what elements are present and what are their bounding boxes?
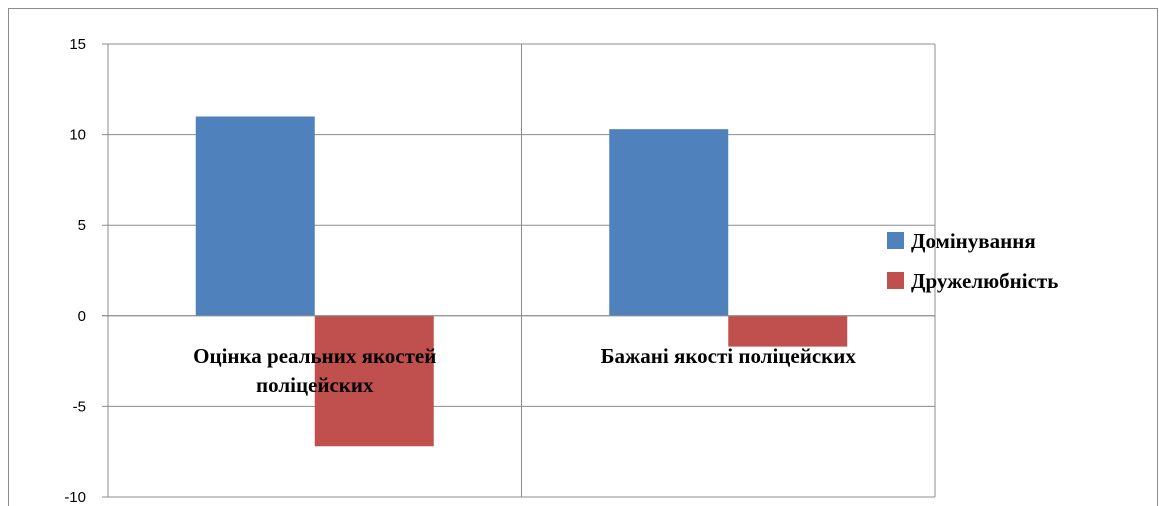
bar-druzheliubnist-1 (728, 315, 848, 347)
bars (102, 116, 935, 447)
category-label: Оцінка реальних якостей (193, 344, 436, 368)
y-tick-label: -5 (73, 398, 86, 415)
y-tick-label: 0 (78, 308, 86, 325)
category-label: поліцейских (256, 373, 374, 397)
bar-dominuvannia-0 (195, 116, 315, 316)
bar-druzheliubnist-0 (314, 315, 434, 447)
y-tick-label: 10 (69, 127, 86, 144)
legend-label: Дружелюбність (911, 269, 1058, 293)
category-label: Бажані якості поліцейских (601, 344, 857, 368)
y-axis-ticks: 15 10 5 0 -5 -10 (64, 36, 86, 506)
bar-dominuvannia-1 (609, 129, 729, 316)
y-tick-label: 15 (69, 36, 86, 53)
category-labels: Оцінка реальних якостей поліцейских Бажані… (193, 344, 856, 397)
legend: Домінування Дружелюбність (887, 229, 1058, 293)
y-tick-label: -10 (64, 489, 86, 506)
legend-label: Домінування (911, 229, 1036, 253)
y-tick-label: 5 (78, 217, 86, 234)
legend-swatch (887, 272, 904, 289)
legend-swatch (887, 232, 904, 249)
